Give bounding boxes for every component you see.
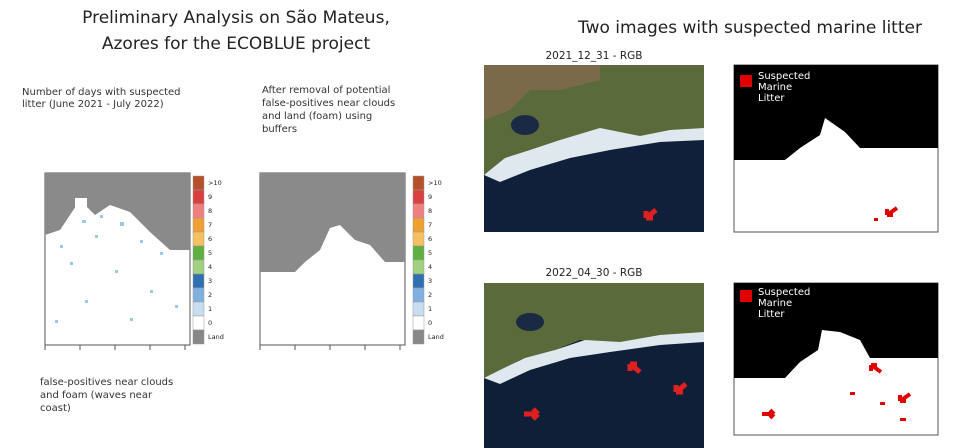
note: coast) [40,403,71,414]
colorbar-label: 7 [208,221,212,229]
colorbar-label: 5 [208,249,212,257]
colorbar-swatch [193,232,204,246]
colorbar-swatch [193,302,204,316]
rgb-image [484,283,704,448]
colorbar-label: Land [428,333,444,341]
colorbar-swatch [193,260,204,274]
legend: Suspected [758,287,810,298]
right-title: Two images with suspected marine litter [577,18,922,38]
slide: >10 9 8 7 6 5 4 3 2 1 0 Land >10 9 8 7 6 5 4 3 2 1 0 Land [0,0,956,448]
colorbar-label: 4 [428,263,432,271]
colorbar: >10 9 8 7 6 5 4 3 2 1 0 Land [193,176,224,344]
note: and foam (waves near [40,390,153,401]
colorbar-swatch [413,246,424,260]
caption: false-positives near clouds [262,98,395,109]
colorbar-label: 6 [428,235,432,243]
colorbar-swatch [193,218,204,232]
note: false-positives near clouds [40,377,173,388]
colorbar-swatch [413,288,424,302]
colorbar-label: 9 [428,193,432,201]
caption: and land (foam) using [262,111,372,122]
colorbar-label: 3 [428,277,432,285]
rgb-image [484,65,704,232]
colorbar-swatch [193,190,204,204]
colorbar-swatch [413,316,424,330]
colorbar-swatch [413,176,424,190]
colorbar-label: >10 [208,179,222,187]
colorbar-swatch [193,176,204,190]
colorbar-label: 2 [208,291,212,299]
colorbar-swatch [413,190,424,204]
colorbar-label: >10 [428,179,442,187]
colorbar-label: 7 [428,221,432,229]
left-title: Azores for the ECOBLUE project [102,34,371,54]
colorbar-label: Land [208,333,224,341]
legend: Marine [758,82,792,93]
colorbar-label: 9 [208,193,212,201]
legend: Suspected [758,71,810,82]
colorbar-swatch [193,204,204,218]
colorbar-swatch [193,330,204,344]
colorbar-label: 0 [208,319,212,327]
caption: litter (June 2021 - July 2022) [22,99,164,110]
colorbar-label: 2 [428,291,432,299]
colorbar-swatch [413,274,424,288]
colorbar-swatch [413,232,424,246]
colorbar-label: 8 [428,207,432,215]
image-label: 2022_04_30 - RGB [545,267,642,279]
colorbar-label: 3 [208,277,212,285]
colorbar-label: 8 [208,207,212,215]
colorbar-label: 5 [428,249,432,257]
map-filtered [260,173,405,350]
left-title: Preliminary Analysis on São Mateus, [82,8,390,28]
legend: Litter [758,93,785,104]
caption: buffers [262,124,297,135]
colorbar-swatch [413,260,424,274]
caption: After removal of potential [262,85,390,96]
colorbar-label: 1 [208,305,212,313]
image-label: 2021_12_31 - RGB [545,50,642,62]
colorbar-label: 4 [208,263,212,271]
colorbar-swatch [193,316,204,330]
colorbar-swatch [193,274,204,288]
legend: Marine [758,298,792,309]
colorbar-label: 6 [208,235,212,243]
map-days [45,173,190,350]
colorbar: >10 9 8 7 6 5 4 3 2 1 0 Land [413,176,444,344]
colorbar-swatch [193,246,204,260]
colorbar-label: 1 [428,305,432,313]
colorbar-swatch [193,288,204,302]
colorbar-swatch [413,330,424,344]
legend: Litter [758,309,785,320]
colorbar-swatch [413,302,424,316]
caption: Number of days with suspected [22,87,181,98]
colorbar-swatch [413,218,424,232]
colorbar-swatch [413,204,424,218]
colorbar-label: 0 [428,319,432,327]
